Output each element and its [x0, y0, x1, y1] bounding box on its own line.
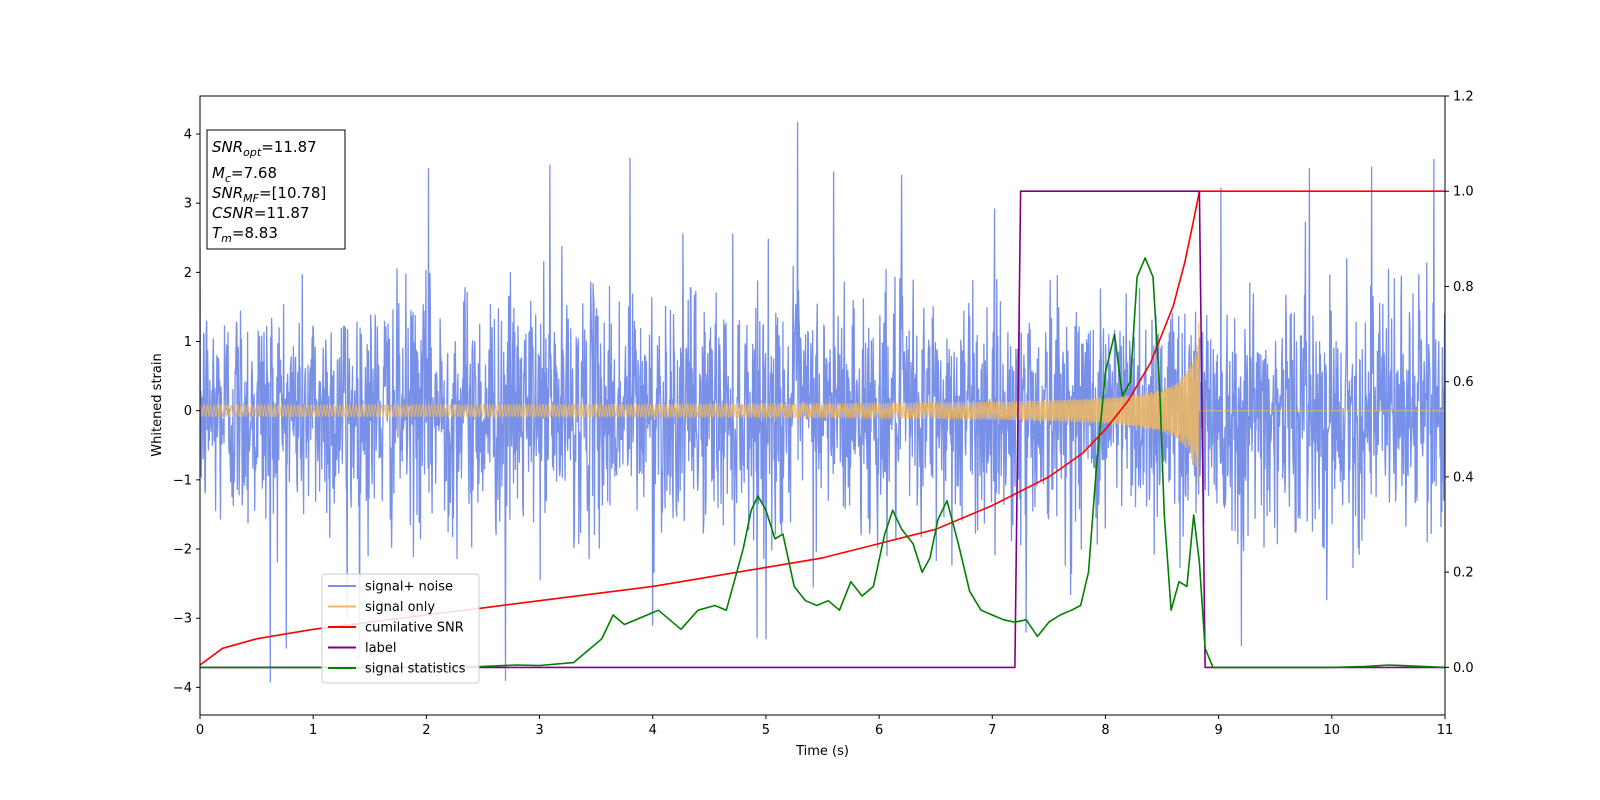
legend-label: label: [365, 641, 396, 656]
x-axis-label: Time (s): [795, 744, 849, 759]
y2-tick-label: 0.4: [1453, 470, 1474, 485]
x-tick-label: 9: [1214, 723, 1222, 738]
y2-tick-label: 0.8: [1453, 280, 1474, 295]
x-tick-label: 6: [875, 723, 883, 738]
y-axis-left: −4 −3 −2 −1 0 1 2 3 4: [173, 128, 200, 696]
legend-label: signal+ noise: [365, 580, 453, 595]
x-tick-label: 0: [196, 723, 204, 738]
x-tick-label: 4: [649, 723, 657, 738]
y-axis-label: Whitened strain: [150, 353, 165, 456]
series-line-signal-only: [200, 322, 1445, 485]
y-tick-label: −4: [173, 681, 192, 696]
y2-tick-label: 0.6: [1453, 375, 1474, 390]
x-tick-label: 8: [1101, 723, 1109, 738]
x-tick-label: 11: [1437, 723, 1454, 738]
x-tick-label: 5: [762, 723, 770, 738]
plot-frame: [199, 95, 1446, 716]
y-tick-label: 2: [184, 266, 192, 281]
legend-label: signal statistics: [365, 662, 466, 677]
y-tick-label: 0: [184, 404, 192, 419]
x-tick-label: 10: [1324, 723, 1341, 738]
y-tick-label: −1: [173, 473, 192, 488]
legend: signal+ noise signal only cumilative SNR la…: [321, 573, 480, 684]
x-tick-label: 3: [535, 723, 543, 738]
x-tick-label: 2: [422, 723, 430, 738]
y-tick-label: −3: [173, 612, 192, 627]
y-tick-label: 4: [184, 128, 192, 143]
legend-frame: [321, 573, 480, 684]
x-tick-label: 1: [309, 723, 317, 738]
annotation-frame: [206, 129, 346, 250]
series-line-signal-statistics: [200, 257, 1445, 669]
y-tick-label: 1: [184, 335, 192, 350]
annotation-line: Mc=7.68: [212, 164, 277, 185]
y-tick-label: 3: [184, 197, 192, 212]
legend-label: cumilative SNR: [365, 621, 464, 636]
annotation-line: SNRMF=[10.78]: [212, 184, 326, 205]
y2-tick-label: 1.0: [1453, 185, 1474, 200]
x-axis: 0 1 2 3 4 5 6 7 8 9 10 11: [196, 715, 1453, 738]
annotation-line: SNRopt=11.87: [212, 138, 317, 159]
y2-tick-label: 0.2: [1453, 566, 1474, 581]
x-tick-label: 7: [988, 723, 996, 738]
y2-tick-label: 0.0: [1453, 661, 1474, 676]
annotation-line: CSNR=11.87: [212, 204, 309, 222]
legend-label: signal only: [365, 600, 435, 615]
y-axis-right: 0.0 0.2 0.4 0.6 0.8 1.0 1.2: [1445, 90, 1474, 676]
annotation-box: SNRopt=11.87 Mc=7.68SNRMF=[10.78]CSNR=11.…: [206, 129, 346, 250]
series-line-signal-noise: [200, 121, 1445, 683]
y2-tick-label: 1.2: [1453, 90, 1474, 105]
y-tick-label: −2: [173, 543, 192, 558]
annotation-line: Tm=8.83: [212, 224, 278, 245]
